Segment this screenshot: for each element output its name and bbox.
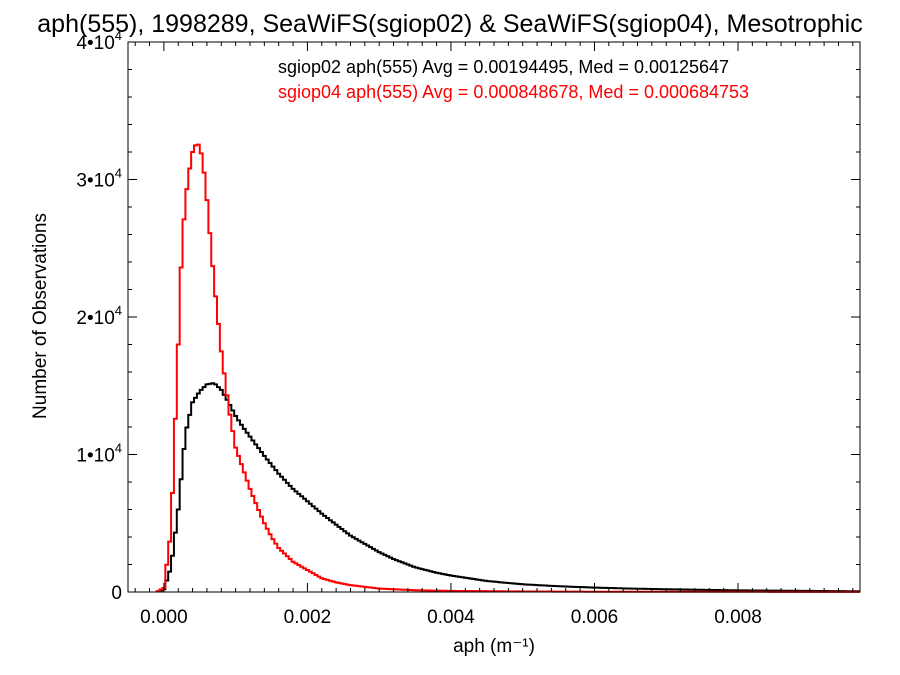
x-tick-label: 0.000 — [140, 607, 188, 628]
plot-frame — [127, 41, 861, 593]
y-tick-label: 3•104 — [76, 166, 122, 192]
series-line-sgiop02 — [155, 382, 860, 593]
x-axis-label: aph (m⁻¹) — [453, 636, 535, 657]
x-tick-label: 0.004 — [427, 607, 475, 628]
series-line-sgiop04 — [155, 143, 860, 593]
y-axis-label: Number of Observations — [30, 213, 51, 419]
x-tick-label: 0.008 — [714, 607, 762, 628]
y-tick-label: 1•104 — [76, 441, 122, 467]
annotation-sgiop04: sgiop04 aph(555) Avg = 0.000848678, Med … — [278, 82, 749, 102]
y-tick-label: 2•104 — [76, 303, 122, 329]
x-tick-label: 0.002 — [284, 607, 332, 628]
chart-title: aph(555), 1998289, SeaWiFS(sgiop02) & Se… — [37, 10, 862, 38]
x-tick-label: 0.006 — [571, 607, 619, 628]
annotation-sgiop02: sgiop02 aph(555) Avg = 0.00194495, Med =… — [278, 57, 729, 77]
y-tick-label: 4•104 — [76, 28, 122, 54]
y-tick-label: 0 — [111, 583, 122, 604]
